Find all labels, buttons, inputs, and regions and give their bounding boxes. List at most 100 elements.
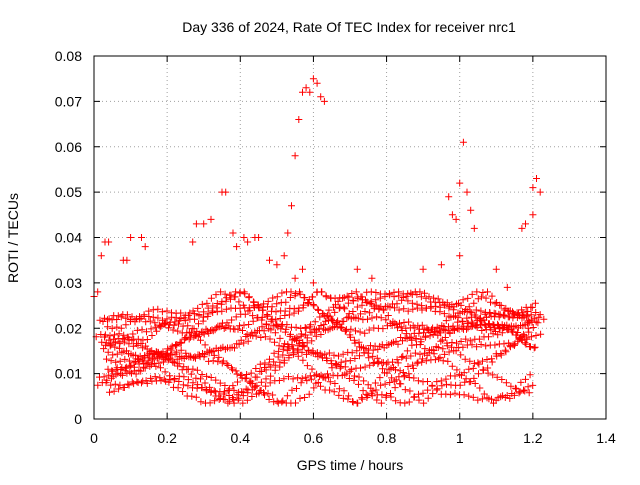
data-point	[258, 323, 266, 331]
data-point	[408, 341, 416, 349]
data-point	[151, 373, 159, 381]
data-point	[242, 333, 250, 340]
data-point	[107, 357, 115, 365]
data-point	[177, 309, 185, 317]
data-point	[523, 313, 531, 321]
data-point	[463, 314, 471, 322]
data-point	[99, 318, 107, 325]
data-point	[215, 353, 223, 361]
data-point	[143, 345, 151, 353]
data-point	[229, 366, 236, 374]
data-point	[266, 335, 274, 343]
data-point	[503, 283, 511, 291]
data-point	[341, 371, 349, 379]
data-point	[273, 261, 281, 269]
data-point	[520, 332, 528, 340]
data-point	[124, 380, 132, 388]
data-point	[251, 328, 259, 336]
data-point	[377, 399, 385, 407]
data-point	[141, 364, 149, 372]
data-point	[476, 384, 484, 392]
data-point	[203, 299, 211, 307]
data-point	[436, 308, 444, 316]
data-point	[400, 305, 408, 313]
data-point	[445, 304, 453, 312]
data-point	[175, 320, 182, 328]
data-point	[401, 386, 409, 394]
data-point	[116, 357, 124, 365]
data-point	[373, 354, 381, 362]
data-point	[140, 360, 148, 367]
data-point	[155, 349, 162, 357]
data-point	[446, 329, 454, 337]
data-point	[386, 303, 394, 311]
data-point	[222, 188, 230, 196]
data-point	[477, 307, 485, 315]
data-point	[484, 288, 491, 296]
data-point	[280, 375, 288, 383]
data-point	[534, 319, 542, 327]
data-point	[358, 301, 366, 309]
data-point	[413, 300, 421, 308]
data-point	[275, 377, 283, 384]
data-point	[326, 325, 334, 333]
data-point	[311, 318, 319, 326]
data-point	[237, 371, 245, 379]
data-point	[522, 220, 529, 228]
data-point	[298, 330, 305, 338]
data-point	[312, 379, 320, 387]
data-point	[355, 380, 362, 388]
data-point	[214, 322, 222, 330]
data-point	[345, 392, 353, 400]
data-point	[301, 394, 309, 401]
data-point	[173, 341, 181, 348]
data-point	[520, 386, 527, 394]
data-point	[300, 301, 307, 309]
data-point	[488, 358, 496, 366]
data-point	[507, 343, 514, 351]
data-point	[433, 385, 441, 393]
data-point	[340, 387, 348, 395]
data-point	[462, 335, 470, 343]
data-point	[249, 298, 257, 306]
data-point	[297, 379, 305, 387]
data-point	[303, 377, 311, 385]
data-point	[349, 296, 357, 304]
data-point	[347, 325, 355, 333]
data-point	[304, 346, 312, 354]
data-point	[425, 293, 433, 301]
data-point	[361, 363, 369, 371]
data-point	[163, 315, 171, 323]
data-point	[125, 381, 133, 389]
data-point	[375, 304, 383, 312]
data-point	[421, 345, 429, 353]
data-point	[528, 318, 536, 326]
data-point	[422, 332, 430, 340]
data-point	[448, 211, 456, 219]
data-point	[261, 359, 269, 367]
data-point	[442, 375, 450, 383]
data-point	[213, 324, 221, 332]
data-point	[372, 296, 380, 304]
data-point	[385, 341, 393, 348]
data-point	[418, 321, 426, 329]
data-point	[216, 323, 224, 331]
data-point	[405, 370, 413, 378]
data-point	[318, 288, 326, 296]
data-point	[301, 294, 309, 301]
data-point	[529, 184, 537, 192]
data-point	[286, 294, 294, 301]
data-point	[175, 378, 183, 385]
data-point	[118, 371, 126, 379]
data-point	[175, 360, 183, 368]
data-point	[255, 304, 263, 312]
data-point	[478, 327, 486, 334]
data-point	[323, 354, 330, 362]
data-point	[126, 362, 134, 370]
data-point	[451, 372, 459, 380]
data-point	[371, 303, 379, 311]
data-point	[247, 369, 255, 377]
data-point	[376, 342, 384, 350]
data-point	[369, 346, 377, 354]
data-point	[123, 256, 131, 264]
